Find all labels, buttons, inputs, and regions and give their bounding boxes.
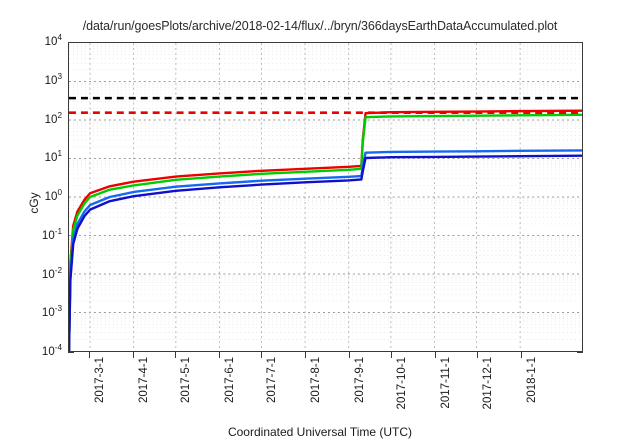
y-tick-label: 10-4 (41, 343, 62, 358)
y-tick-mark (68, 352, 74, 353)
x-tick-mark (218, 352, 220, 358)
x-tick-mark (348, 352, 350, 358)
y-tick-label: 101 (44, 149, 62, 165)
x-tick-mark (305, 352, 307, 358)
x-tick-mark (391, 352, 393, 358)
page-title: /data/run/goesPlots/archive/2018-02-14/f… (82, 19, 558, 33)
x-tick-label: 2017-9-1 (353, 357, 366, 404)
y-tick-label: 10-3 (41, 304, 62, 320)
y-axis-title: cGy (27, 192, 41, 214)
x-tick-mark (89, 352, 91, 358)
y-tick-label: 104 (44, 33, 62, 48)
x-tick-label: 2017-10-1 (396, 357, 409, 410)
x-tick-label: 2018-1-1 (525, 357, 538, 404)
x-tick-label: 2017-12-1 (482, 357, 495, 410)
x-tick-label: 2017-11-1 (439, 357, 452, 409)
accumulated-dose-lightblue (69, 149, 582, 351)
x-tick-label: 2017-7-1 (266, 357, 279, 404)
plot-clip (69, 43, 582, 351)
y-tick-label: 10-1 (41, 226, 62, 242)
y-tick-label: 103 (44, 71, 62, 87)
plot-area (68, 42, 583, 352)
x-tick-label: 2017-3-1 (94, 357, 107, 404)
y-tick-mark (577, 352, 583, 353)
y-tick-label: 100 (44, 188, 62, 203)
x-tick-mark (434, 352, 436, 358)
x-tick-mark (261, 352, 263, 358)
y-tick-label: 10-2 (41, 265, 62, 281)
y-axis-tick-labels: 10-4 10-3 10-2 10-1 100 101 102 103 104 (0, 0, 62, 448)
accumulated-dose-green (69, 113, 582, 351)
x-tick-label: 2017-5-1 (180, 357, 193, 404)
x-tick-mark (477, 352, 479, 358)
x-tick-label: 2017-6-1 (223, 357, 236, 404)
x-tick-label: 2017-4-1 (137, 357, 150, 404)
accumulated-dose-darkblue (69, 154, 582, 351)
accumulated-dose-red (69, 109, 582, 351)
x-axis-title: Coordinated Universal Time (UTC) (227, 425, 413, 439)
x-tick-label: 2017-8-1 (310, 357, 323, 404)
plot-svg (69, 43, 582, 351)
x-tick-mark (520, 352, 522, 358)
x-tick-mark (132, 352, 134, 358)
y-tick-label: 102 (44, 110, 62, 126)
x-tick-mark (175, 352, 177, 358)
